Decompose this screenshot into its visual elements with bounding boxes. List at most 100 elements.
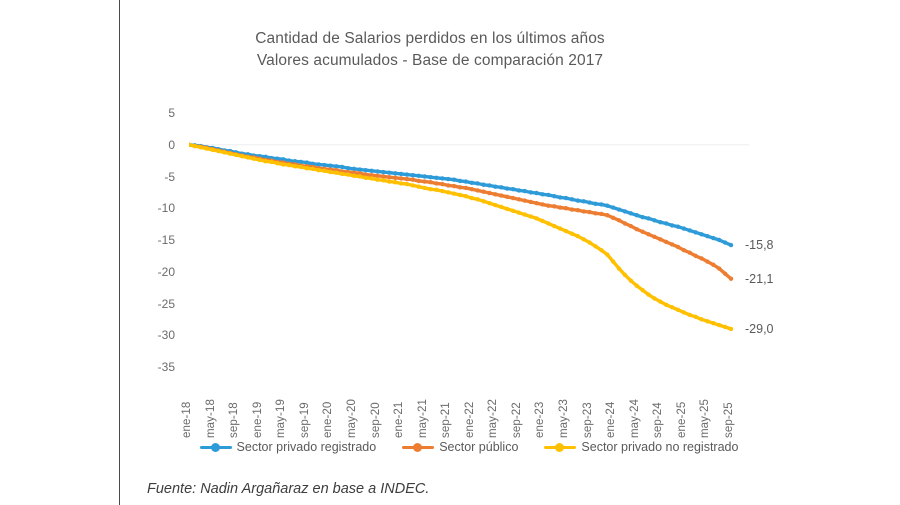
series-marker [363, 172, 368, 177]
series-marker [534, 190, 539, 196]
y-tick-label: -10 [157, 201, 175, 216]
series-marker [705, 259, 710, 264]
x-tick-label: may-20 [345, 399, 358, 438]
series-marker [263, 154, 268, 160]
series-marker [646, 292, 651, 297]
series-marker [281, 157, 286, 162]
series-marker [557, 195, 563, 200]
y-tick-label: 0 [168, 137, 175, 152]
x-tick-label: sep-21 [440, 402, 453, 438]
series-marker [189, 142, 192, 147]
series-marker [316, 162, 321, 167]
series-marker [499, 193, 504, 198]
series-marker [528, 214, 533, 219]
series-marker [481, 189, 486, 194]
series-marker [522, 212, 527, 217]
series-marker [699, 317, 704, 322]
series-marker [522, 198, 527, 203]
series-marker [304, 160, 310, 165]
series-marker [493, 202, 498, 208]
series-marker [522, 188, 527, 194]
series-marker [575, 198, 581, 203]
series-marker [658, 220, 663, 225]
series-marker [552, 204, 557, 209]
series-marker [699, 232, 704, 237]
series-marker [569, 207, 575, 212]
y-tick-label: -30 [157, 328, 175, 343]
series-marker [375, 177, 380, 182]
series-marker [404, 181, 410, 187]
series-marker [693, 230, 698, 235]
series-marker [281, 162, 286, 167]
series-marker [369, 168, 374, 173]
series-marker [669, 305, 675, 310]
series-marker [316, 167, 321, 173]
left-vertical-rule [119, 0, 120, 505]
series-marker [652, 296, 657, 301]
x-axis-labels: ene-18 may-18 sep-18 ene-19 may-19 sep-19 ene-… [181, 368, 829, 438]
series-marker [481, 182, 486, 187]
series-marker [434, 181, 439, 186]
x-tick-label: may-21 [416, 399, 429, 438]
x-tick-label: ene-18 [181, 401, 193, 438]
x-tick-label: ene-21 [393, 401, 406, 438]
series-marker [233, 152, 239, 158]
series-marker [534, 200, 539, 206]
series-marker [510, 208, 516, 213]
series-marker [593, 201, 598, 207]
legend-key-icon [402, 441, 435, 453]
series-marker [581, 209, 586, 214]
series-marker [322, 168, 327, 173]
series-marker [628, 278, 634, 283]
series-marker [334, 170, 339, 175]
legend-item-2[interactable]: Sector público [402, 440, 518, 454]
legend-label: Sector privado registrado [236, 440, 377, 454]
series-marker [334, 164, 339, 169]
series-marker [357, 171, 363, 176]
series-marker [557, 205, 563, 210]
series-marker [546, 192, 551, 198]
series-marker [416, 184, 421, 189]
series-marker [546, 221, 551, 226]
series-marker [216, 148, 221, 154]
series-marker [269, 159, 274, 165]
legend-key-icon [544, 441, 577, 453]
series-marker [310, 161, 315, 166]
series-marker [286, 158, 292, 163]
series-marker [487, 200, 492, 206]
series-marker [404, 176, 410, 182]
series-marker [440, 181, 445, 187]
series-marker [563, 195, 569, 201]
series-marker [328, 169, 333, 175]
series-marker [387, 174, 392, 180]
series-marker [516, 188, 522, 193]
plot-area: 5 0 -5 -10 -15 -20 -25 -30 -35 [119, 95, 819, 385]
series-marker [304, 166, 310, 171]
y-tick-label: -5 [164, 169, 175, 184]
series-marker [728, 242, 734, 248]
legend-item-1[interactable]: Sector privado registrado [199, 440, 377, 454]
series-marker [263, 159, 268, 164]
series-marker [475, 197, 480, 202]
series-marker [393, 180, 398, 185]
series-marker [634, 283, 639, 288]
x-tick-label: ene-23 [534, 401, 547, 438]
legend-item-3[interactable]: Sector privado no registrado [544, 440, 738, 454]
series-marker [728, 326, 734, 332]
series-marker [504, 194, 510, 200]
series-marker [687, 228, 692, 233]
series-marker [540, 202, 545, 207]
series-marker [616, 207, 622, 212]
series-marker [711, 320, 716, 326]
plot-canvas [189, 95, 814, 385]
series-marker [440, 176, 445, 181]
series-marker [251, 156, 256, 161]
series-marker [687, 312, 692, 318]
series-marker [711, 235, 716, 241]
series-marker [640, 287, 645, 293]
series-marker [422, 174, 427, 179]
series-marker [552, 223, 557, 229]
series-marker [493, 184, 498, 189]
series-marker [493, 192, 498, 197]
series-marker [540, 218, 545, 224]
